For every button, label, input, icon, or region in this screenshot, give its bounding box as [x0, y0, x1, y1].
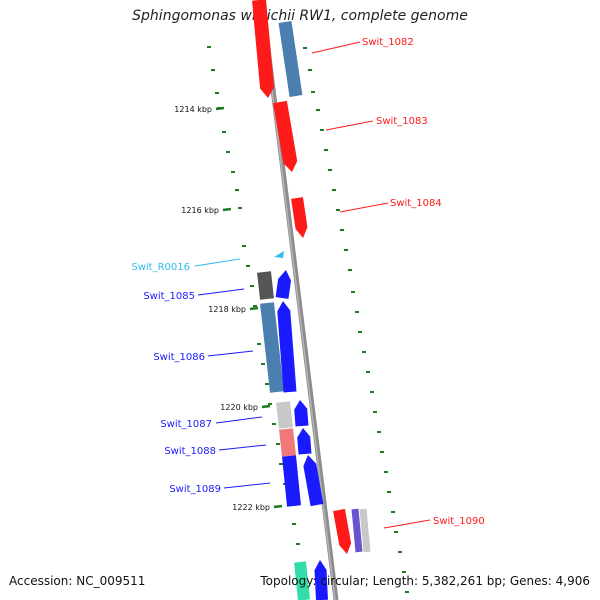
- gene-block: [276, 401, 293, 429]
- gene-block: [351, 508, 363, 553]
- rrna-marker: [274, 251, 284, 258]
- kbp-label: 1218 kbp: [208, 305, 246, 314]
- kbp-major-tick: [261, 404, 271, 409]
- gene-label-swit_1089[interactable]: Swit_1089: [169, 484, 221, 495]
- gene-label-swit_1085[interactable]: Swit_1085: [143, 291, 195, 302]
- gene-label-swit_1084[interactable]: Swit_1084: [390, 198, 442, 209]
- gene-labels: Swit_1082 Swit_1083 Swit_1084 Swit_R0016 Swi…: [131, 37, 484, 527]
- gene-arrow: [314, 560, 328, 600]
- gene-arrow: [252, 0, 275, 98]
- gene-label-swit_1087[interactable]: Swit_1087: [160, 419, 212, 430]
- label-leader-line: [311, 41, 361, 54]
- label-leader-line: [218, 444, 267, 451]
- gene-block: [257, 271, 274, 300]
- kbp-label: 1214 kbp: [174, 105, 212, 114]
- gene-block: [282, 455, 301, 507]
- gene-label-swit_1086[interactable]: Swit_1086: [153, 352, 205, 363]
- kbp-major-tick: [273, 504, 283, 509]
- label-leader-line: [215, 416, 263, 424]
- topology-text: Topology: circular; Length: 5,382,261 bp…: [260, 574, 590, 588]
- kbp-label: 1222 kbp: [232, 503, 270, 512]
- gene-label-swit_1083[interactable]: Swit_1083: [376, 116, 428, 127]
- gene-arrow: [294, 400, 309, 427]
- label-leader-line: [194, 258, 241, 267]
- gene-label-swit_1082[interactable]: Swit_1082: [362, 37, 414, 48]
- gene-arrow: [273, 100, 298, 172]
- gene-block: [278, 21, 303, 97]
- gene-arrow: [297, 428, 312, 455]
- gene-label-swit_1090[interactable]: Swit_1090: [433, 516, 485, 527]
- gene-label-swit_1088[interactable]: Swit_1088: [164, 446, 216, 457]
- accession-text: Accession: NC_009511: [9, 574, 146, 588]
- kbp-label: 1216 kbp: [181, 206, 219, 215]
- tick-marks: 1214 kbp 1216 kbp 1218 kbp 1220 kbp 1222 kbp: [174, 46, 409, 593]
- label-leader-line: [339, 202, 389, 213]
- kbp-major-tick: [222, 207, 232, 212]
- gene-features: [252, 0, 371, 600]
- map-title: Sphingomonas wittichii RW1, complete gen…: [132, 8, 468, 24]
- label-leaders: [194, 41, 431, 529]
- gene-arrow: [333, 508, 352, 554]
- kbp-major-tick: [215, 106, 225, 111]
- kbp-label: 1220 kbp: [220, 403, 258, 412]
- label-leader-line: [197, 288, 245, 296]
- gene-arrow: [277, 301, 297, 393]
- label-leader-line: [207, 350, 254, 357]
- kbp-major-tick: [249, 306, 259, 311]
- gene-block: [359, 508, 371, 553]
- gene-block: [294, 561, 310, 600]
- gene-block: [260, 302, 284, 393]
- gene-arrow: [275, 270, 292, 299]
- genome-backbone: [259, 0, 339, 600]
- label-leader-line: [325, 120, 374, 131]
- label-leader-line: [223, 482, 271, 489]
- label-leader-line: [383, 519, 431, 529]
- gene-arrow: [303, 455, 324, 507]
- gene-block: [279, 428, 296, 457]
- gene-arrow: [291, 197, 308, 238]
- gene-label-swit_r0016[interactable]: Swit_R0016: [131, 262, 190, 273]
